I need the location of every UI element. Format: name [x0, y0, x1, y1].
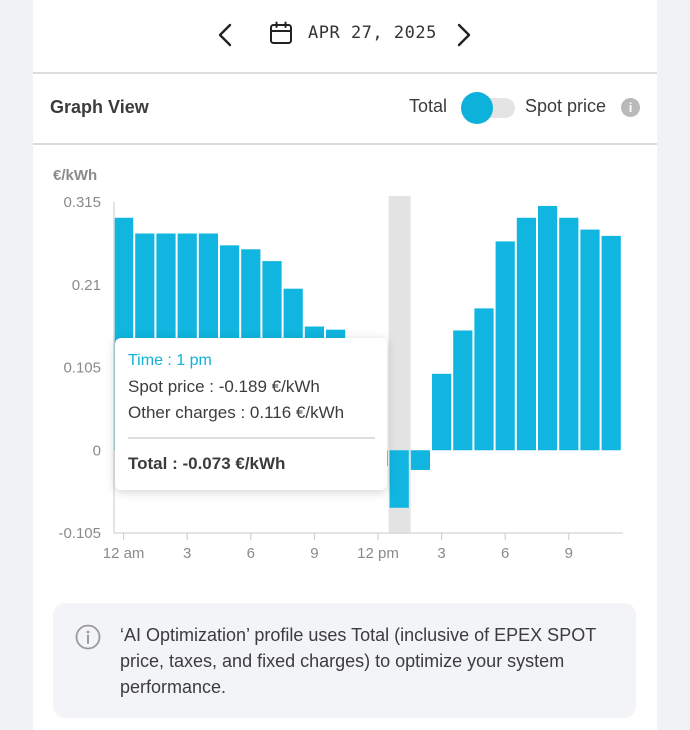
optimization-notice: ‘AI Optimization’ profile uses Total (in…: [53, 603, 636, 718]
bar-hour-15: [432, 373, 452, 451]
x-tick-label: 3: [183, 545, 191, 562]
x-tick-label: 6: [501, 545, 509, 562]
price-card: APR 27, 2025 Graph View Total Spot price…: [33, 0, 657, 730]
chevron-right-icon: [457, 23, 471, 47]
y-tick-label: 0.21: [72, 277, 101, 294]
toggle-label-total[interactable]: Total: [409, 96, 448, 116]
bar-hour-14: [410, 450, 430, 470]
divider: [33, 72, 657, 74]
x-tick-label: 3: [437, 545, 445, 562]
bar-hour-17: [474, 308, 494, 451]
info-outline-icon: [75, 624, 101, 650]
toggle-label-spot-price[interactable]: Spot price: [525, 96, 607, 116]
x-tick-label: 12 am: [103, 545, 145, 562]
previous-day-button[interactable]: [211, 20, 241, 50]
next-day-button[interactable]: [448, 20, 478, 50]
x-tick-label: 12 pm: [357, 545, 399, 562]
x-tick-label: 9: [565, 545, 573, 562]
chevron-left-icon: [218, 23, 232, 47]
bar-hour-21: [559, 217, 579, 451]
y-tick-label: -0.105: [58, 525, 101, 542]
bar-hour-13: [389, 450, 409, 508]
x-tick-label: 9: [310, 545, 318, 562]
tooltip-total: Total : -0.073 €/kWh: [128, 454, 286, 473]
bar-hour-19: [516, 217, 536, 451]
bar-hour-20: [538, 205, 558, 451]
chart-tooltip: Time : 1 pm Spot price : -0.189 €/kWh Ot…: [115, 338, 387, 490]
date-navigator: APR 27, 2025: [33, 0, 657, 72]
tooltip-spot-price: Spot price : -0.189 €/kWh: [128, 377, 320, 396]
divider: [33, 143, 657, 145]
selected-date[interactable]: APR 27, 2025: [308, 23, 437, 43]
y-tick-label: 0: [93, 442, 101, 459]
bar-hour-18: [495, 241, 515, 451]
graph-view-title: Graph View: [50, 97, 149, 117]
toggle-knob: [461, 92, 493, 124]
calendar-icon[interactable]: [269, 21, 293, 45]
total-spot-toggle[interactable]: [461, 92, 515, 124]
x-tick-label: 6: [247, 545, 255, 562]
y-tick-label: 0.105: [63, 360, 101, 377]
tooltip-time: Time : 1 pm: [128, 352, 212, 369]
info-icon[interactable]: i: [621, 98, 640, 117]
y-tick-label: 0.315: [63, 194, 101, 211]
bar-hour-23: [601, 235, 621, 451]
y-axis-label: €/kWh: [53, 167, 97, 184]
tooltip-other-charges: Other charges : 0.116 €/kWh: [128, 403, 345, 422]
bar-hour-16: [453, 330, 473, 451]
selected-hour-band: [388, 196, 411, 534]
bar-hour-22: [580, 229, 600, 451]
notice-text: ‘AI Optimization’ profile uses Total (in…: [120, 625, 596, 697]
tooltip-divider: [128, 437, 375, 439]
